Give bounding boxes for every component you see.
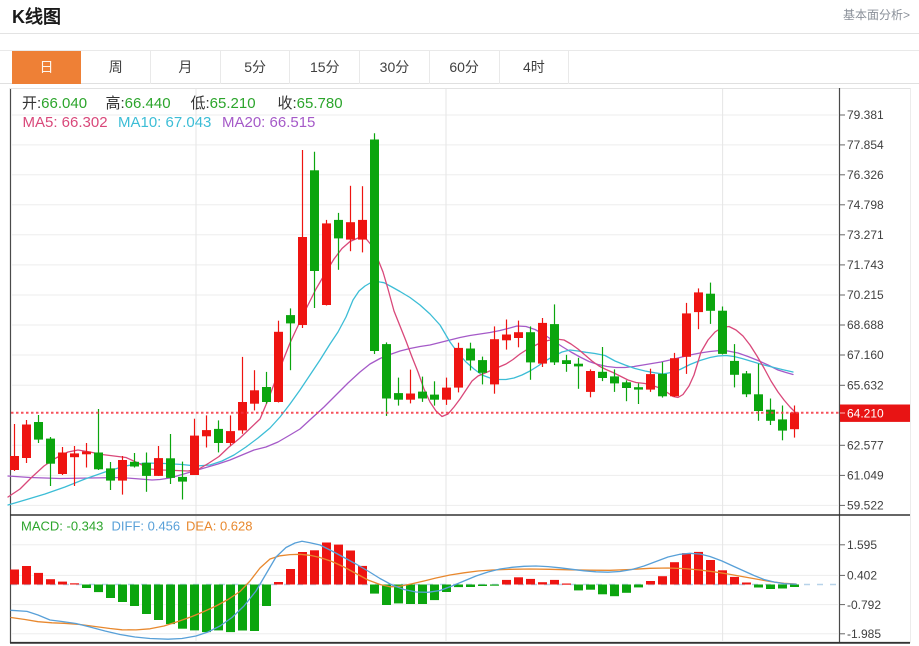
svg-text:MA10: 67.043: MA10: 67.043 [118, 114, 211, 131]
svg-text:61.049: 61.049 [847, 469, 884, 483]
svg-text:高:66.440: 高:66.440 [106, 95, 171, 112]
svg-text:65.632: 65.632 [847, 379, 884, 393]
svg-text:62.577: 62.577 [847, 439, 884, 453]
svg-text:低:65.210: 低:65.210 [191, 95, 256, 112]
svg-text:67.160: 67.160 [847, 348, 884, 362]
svg-text:1.595: 1.595 [847, 538, 877, 552]
svg-text:76.326: 76.326 [847, 168, 884, 182]
svg-text:0.402: 0.402 [847, 569, 877, 583]
svg-text:71.743: 71.743 [847, 258, 884, 272]
svg-text:-1.985: -1.985 [847, 627, 881, 641]
svg-text:开:66.040: 开:66.040 [22, 95, 87, 112]
svg-text:MACD: -0.343: MACD: -0.343 [21, 519, 103, 534]
svg-text:DEA: 0.628: DEA: 0.628 [186, 519, 253, 534]
svg-text:79.381: 79.381 [847, 108, 884, 122]
svg-text:收:65.780: 收:65.780 [278, 95, 343, 112]
svg-text:-0.792: -0.792 [847, 598, 881, 612]
svg-text:59.522: 59.522 [847, 499, 884, 513]
svg-text:74.798: 74.798 [847, 198, 884, 212]
svg-text:MA20: 66.515: MA20: 66.515 [222, 114, 315, 131]
svg-text:64.210: 64.210 [847, 407, 884, 421]
svg-text:68.688: 68.688 [847, 318, 884, 332]
svg-text:70.215: 70.215 [847, 288, 884, 302]
svg-text:73.271: 73.271 [847, 228, 884, 242]
svg-text:DIFF: 0.456: DIFF: 0.456 [112, 519, 181, 534]
svg-text:77.854: 77.854 [847, 138, 884, 152]
svg-text:MA5: 66.302: MA5: 66.302 [23, 114, 108, 131]
